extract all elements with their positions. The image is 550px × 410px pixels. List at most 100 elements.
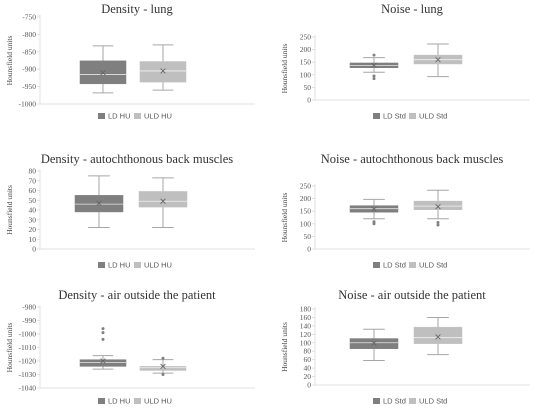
y-axis-label: Hounsfield units: [5, 36, 14, 86]
chart-svg: Density - autochthonous back muscles Houn…: [5, 152, 255, 270]
legend-label: LD HU: [108, 261, 131, 270]
legend-label: ULD Std: [419, 112, 447, 121]
chart-panel: Density - autochthonous back muscles Houn…: [0, 137, 275, 274]
legend-label: ULD Std: [419, 261, 447, 270]
y-tick-label: 140: [300, 321, 312, 330]
chart-title: Noise - autochthonous back muscles: [321, 152, 504, 166]
y-tick-label: 80: [29, 167, 37, 176]
box-uld: [139, 356, 187, 376]
y-tick-label: -990: [22, 316, 36, 325]
y-tick-label: 150: [300, 58, 312, 67]
y-tick-label: 40: [29, 206, 37, 215]
legend-swatch: [98, 262, 105, 268]
outlier-point: [161, 373, 165, 376]
box-ld: [74, 175, 124, 229]
box-uld: [138, 177, 188, 229]
y-tick-label: -1030: [19, 370, 37, 379]
outlier-point: [101, 331, 105, 335]
box-uld: [139, 44, 187, 91]
mean-marker: [435, 334, 441, 340]
y-tick-label: 150: [300, 207, 312, 216]
legend-swatch: [98, 398, 105, 404]
box-iqr: [413, 326, 463, 344]
legend-swatch: [373, 398, 380, 404]
y-tick-label: 80: [304, 347, 312, 356]
legend-label: ULD HU: [144, 112, 172, 121]
legend: LD HU ULD HU: [98, 397, 172, 406]
legend-label: LD Std: [383, 112, 406, 121]
outlier-point: [372, 77, 376, 81]
outlier-point: [372, 74, 376, 78]
y-tick-label: -1020: [19, 357, 37, 366]
y-tick-label: 0: [307, 381, 311, 390]
legend-label: ULD Std: [419, 397, 447, 406]
y-tick-label: 200: [300, 45, 312, 54]
legend-swatch: [98, 113, 105, 119]
chart-title: Density - lung: [101, 2, 173, 16]
y-tick-label: 70: [29, 176, 37, 185]
box-ld: [349, 198, 399, 226]
mean-marker: [160, 198, 166, 204]
legend-label: LD HU: [108, 397, 131, 406]
chart-svg: Noise - lung Hounsfield units 0 50 100 150 200…: [280, 2, 530, 121]
legend: LD Std ULD Std: [373, 397, 447, 406]
y-tick-label: 20: [29, 225, 37, 234]
mean-marker: [371, 340, 377, 346]
outlier-point: [372, 222, 376, 226]
mean-marker: [100, 69, 106, 76]
y-tick-label: -800: [22, 30, 36, 39]
chart-svg: Density - lung Hounsfield units -1000 -950 -…: [5, 2, 255, 121]
chart-title: Density - air outside the patient: [58, 288, 216, 302]
legend-label: ULD HU: [144, 261, 172, 270]
y-tick-label: 20: [304, 372, 312, 381]
y-tick-label: 50: [29, 196, 37, 205]
outlier-point: [161, 356, 165, 360]
legend-label: LD Std: [383, 397, 406, 406]
y-axis-label: Hounsfield units: [5, 185, 14, 235]
y-tick-label: 60: [304, 355, 312, 364]
y-tick-label: -900: [22, 65, 36, 74]
legend-swatch: [409, 262, 416, 268]
mean-marker: [100, 358, 106, 364]
y-tick-label: 50: [304, 232, 312, 241]
chart-panel: Noise - lung Hounsfield units 0 50 100 150 200…: [275, 0, 550, 137]
legend: LD HU ULD HU: [98, 112, 172, 121]
box-ld: [79, 327, 127, 370]
y-tick-label: -950: [22, 82, 36, 91]
y-tick-label: 200: [300, 194, 312, 203]
box-iqr: [79, 359, 127, 367]
legend-swatch: [134, 398, 141, 404]
box-uld: [413, 189, 463, 227]
chart-panel: Noise - autochthonous back muscles Hounsf…: [275, 137, 550, 274]
box-ld: [349, 53, 399, 81]
y-tick-label: 0: [32, 245, 36, 254]
legend: LD Std ULD Std: [373, 112, 447, 121]
outlier-point: [372, 53, 376, 57]
y-tick-label: 180: [300, 305, 312, 314]
box-ld: [79, 45, 127, 94]
chart-panel: Noise - air outside the patient Hounsfiel…: [275, 273, 550, 410]
y-tick-label: 40: [304, 364, 312, 373]
legend-label: LD HU: [108, 112, 131, 121]
legend-label: ULD HU: [144, 397, 172, 406]
mean-marker: [160, 68, 166, 74]
y-tick-label: -980: [22, 303, 36, 312]
chart-panel: Density - lung Hounsfield units -1000 -950 -…: [0, 0, 275, 137]
y-tick-label: 100: [300, 70, 312, 79]
y-axis-label: Hounsfield units: [280, 193, 289, 243]
y-tick-label: 0: [307, 96, 311, 105]
legend: LD Std ULD Std: [373, 261, 447, 270]
legend-swatch: [409, 398, 416, 404]
chart-svg: Noise - autochthonous back muscles Hounsf…: [280, 152, 530, 270]
y-tick-label: 120: [300, 330, 312, 339]
chart-svg: Density - air outside the patient Hounsfi…: [5, 288, 255, 406]
y-tick-label: 60: [29, 186, 37, 195]
chart-panel: Density - air outside the patient Hounsfi…: [0, 273, 275, 410]
y-tick-label: 100: [300, 219, 312, 228]
y-tick-label: 100: [300, 338, 312, 347]
chart-title: Density - autochthonous back muscles: [41, 152, 233, 166]
legend-label: LD Std: [383, 261, 406, 270]
y-tick-label: 50: [304, 83, 312, 92]
y-axis-label: Hounsfield units: [280, 322, 289, 372]
box-iqr: [139, 61, 187, 83]
